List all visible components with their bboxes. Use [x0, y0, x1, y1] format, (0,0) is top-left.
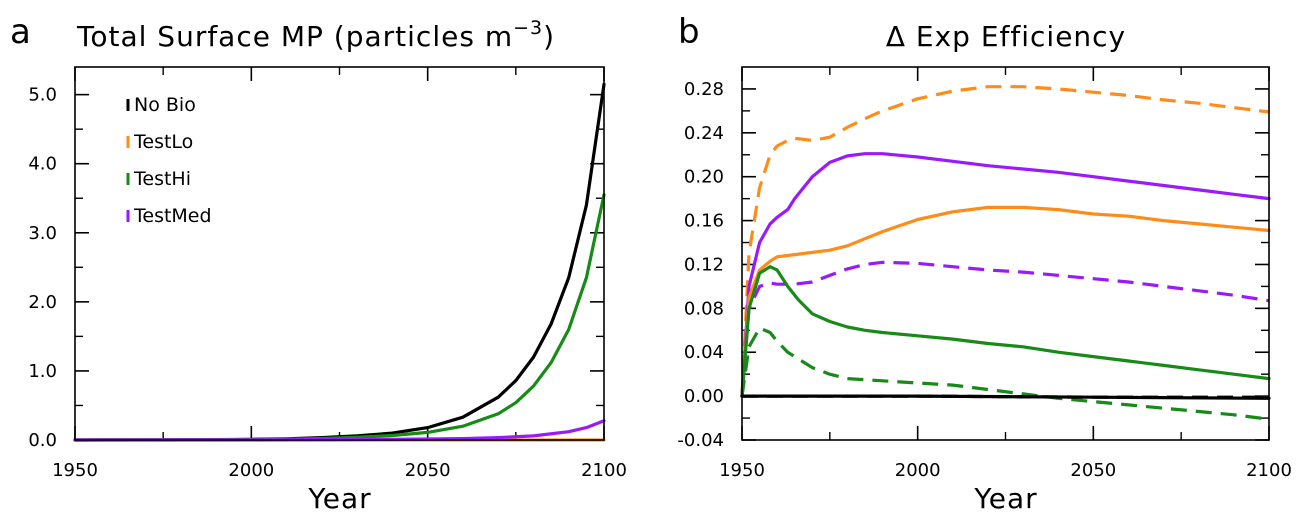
y-tick-label: 0.0 [28, 430, 57, 451]
panel-label-b: b [678, 12, 700, 52]
x-tick-label: 2000 [895, 460, 941, 481]
series-line-b-2 [740, 205, 1271, 398]
legend-label-no-bio: No Bio [134, 94, 196, 116]
panel-b: b Δ Exp Efficiency 1950 2000 2050 2100 -0.04… [677, 12, 1291, 515]
x-tick-label: 1950 [52, 460, 98, 481]
series-line-b-4 [740, 265, 1271, 398]
x-tick-label: 2050 [405, 460, 451, 481]
panel-a-title-main: Total Surface MP (particles m [76, 20, 513, 53]
x-tick-label: 2100 [1246, 460, 1292, 481]
series-line-b-3 [740, 260, 1270, 397]
y-tick-label: 2.0 [28, 292, 57, 313]
legend-label-testhi: TestHi [133, 168, 191, 190]
x-tick-label: 2050 [1070, 460, 1116, 481]
panel-b-xlabel: Year [973, 482, 1037, 515]
y-tick-label: 5.0 [28, 85, 57, 106]
y-tick-label: 0.28 [684, 79, 724, 100]
y-tick-label: 0.04 [684, 342, 724, 363]
y-tick-label: 0.20 [684, 167, 724, 188]
y-tick-label: 3.0 [28, 223, 57, 244]
panel-b-tick-labels: 1950 2000 2050 2100 -0.04 0.00 0.04 0.08 0.12 0.1… [677, 79, 1291, 481]
x-tick-label: 1950 [719, 460, 765, 481]
series-line-b-0 [740, 85, 1270, 397]
y-tick-label: 0.08 [684, 298, 724, 319]
panel-b-title: Δ Exp Efficiency [886, 20, 1126, 53]
panel-a-xlabel: Year [307, 482, 371, 515]
panel-a-tick-labels: 1950 2000 2050 2100 0.0 1.0 2.0 3.0 4.0 5.0 [28, 85, 627, 481]
series-line-b-7 [742, 394, 1269, 399]
panel-a-ticks [74, 67, 605, 441]
x-tick-label: 2000 [228, 460, 274, 481]
panel-a-title-exponent: −3 [513, 17, 543, 39]
series-line-b-5 [740, 326, 1270, 421]
panel-b-series [740, 85, 1271, 421]
panel-b-frame [741, 66, 1270, 441]
legend-label-testlo: TestLo [133, 131, 193, 153]
x-tick-label: 2100 [581, 460, 627, 481]
y-tick-label: 0.24 [684, 123, 724, 144]
y-tick-label: 0.00 [684, 386, 724, 407]
panel-a: a Total Surface MP (particles m−3) 1950 2… [10, 12, 627, 515]
panel-a-title-close: ) [543, 20, 555, 53]
legend: No Bio TestLo TestHi TestMed [126, 94, 212, 227]
y-tick-label: 0.12 [684, 254, 724, 275]
y-tick-label: 4.0 [28, 154, 57, 175]
y-tick-label: 0.16 [684, 211, 724, 232]
panel-a-title: Total Surface MP (particles m−3) [76, 17, 555, 53]
panel-label-a: a [10, 12, 31, 52]
panel-a-frame [74, 66, 605, 441]
y-tick-label: 1.0 [28, 361, 57, 382]
y-tick-label: -0.04 [677, 430, 724, 451]
series-line-testhi [73, 193, 606, 442]
panel-b-ticks [741, 67, 1270, 441]
series-line-b-1 [740, 152, 1271, 398]
legend-label-testmed: TestMed [133, 205, 212, 227]
